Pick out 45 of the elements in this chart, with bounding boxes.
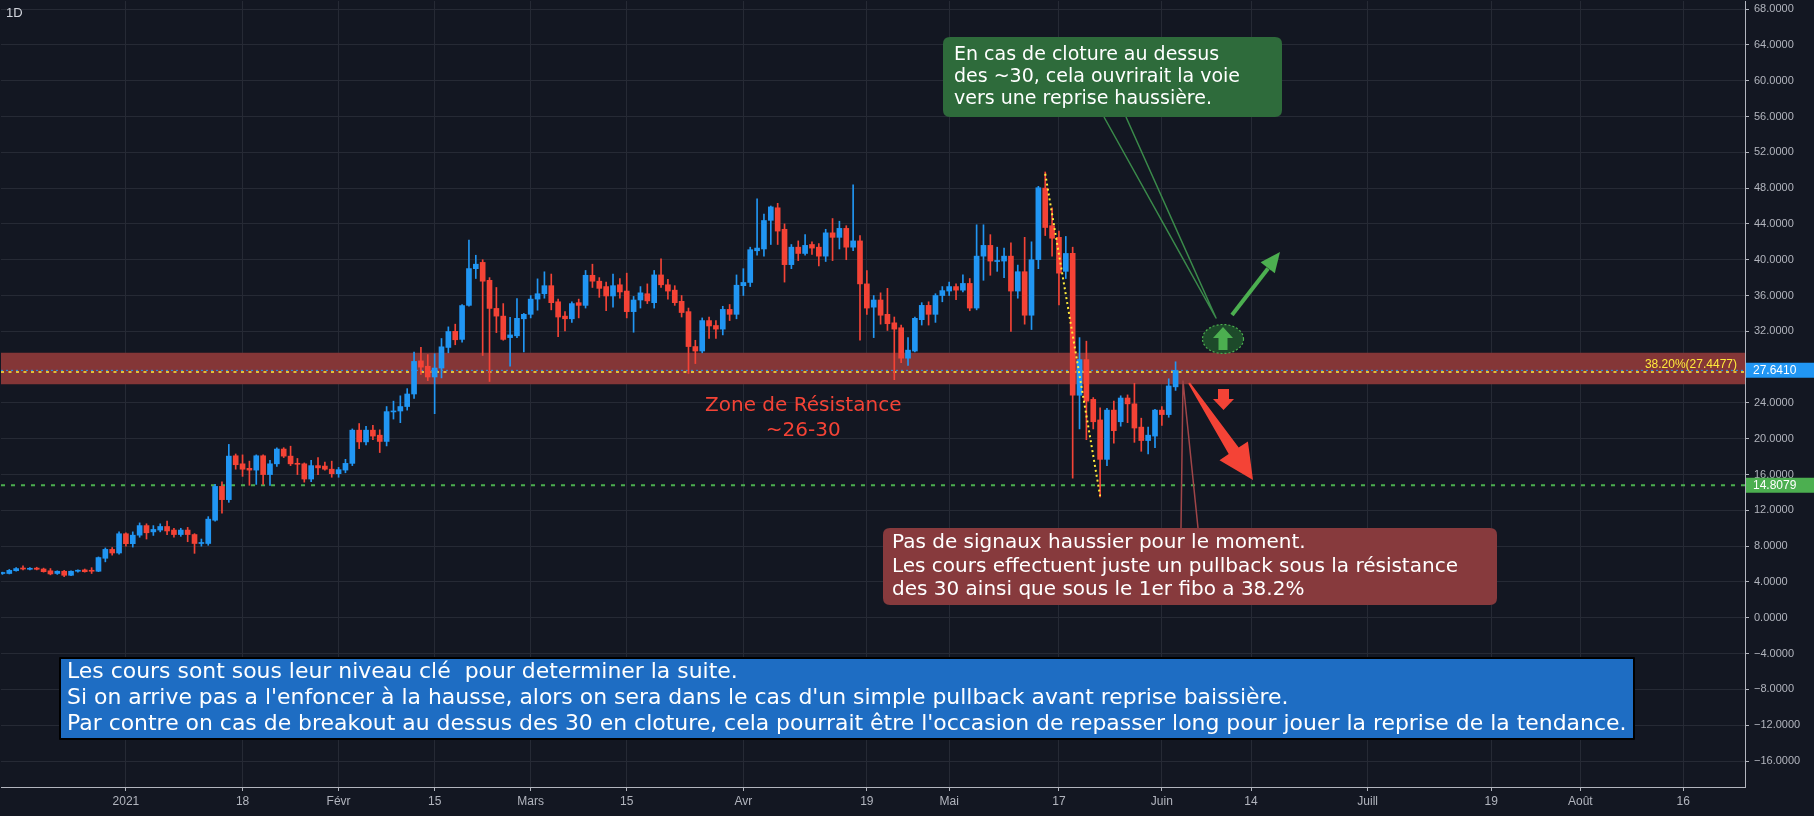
y-tick-label: −12.0000 [1754, 718, 1801, 731]
x-tick-label: 15 [427, 793, 442, 808]
y-tick-label: 56.0000 [1754, 109, 1794, 122]
x-tick-label: Avr [734, 793, 753, 808]
y-tick-label: 32.0000 [1754, 324, 1794, 337]
y-tick-label: −4.0000 [1754, 646, 1795, 659]
x-tick-label: Mars [517, 793, 545, 808]
x-tick-label: 19 [1484, 793, 1499, 808]
y-tick-label: 44.0000 [1754, 216, 1794, 229]
y-tick-label: 60.0000 [1754, 73, 1794, 86]
x-tick-label: 18 [235, 793, 250, 808]
y-tick-label: 20.0000 [1754, 431, 1794, 444]
ref-line-label: 38.20%(27.4477) [1644, 357, 1737, 372]
y-tick-label: 4.0000 [1754, 575, 1788, 588]
x-tick-label: Févr [326, 793, 351, 808]
y-tick-label: 12.0000 [1754, 503, 1794, 516]
y-tick-label: −16.0000 [1754, 754, 1801, 767]
ref-line-label: 14.8079 [1753, 478, 1797, 493]
y-tick-label: 40.0000 [1754, 252, 1794, 265]
ref-line-label: 27.6410 [1753, 363, 1797, 378]
x-tick-label: 19 [860, 793, 874, 808]
y-tick-label: 48.0000 [1754, 181, 1794, 194]
x-tick-label: 14 [1244, 793, 1259, 808]
x-tick-label: Juill [1357, 793, 1379, 808]
annotation: Pas de signaux haussier pour le moment. Les cours effectuent juste un pullback sous la résistance des 30 ainsi que sous le 1er fibo a 38.2% [892, 529, 1458, 601]
annotation: Les cours sont sous leur niveau clé pour determiner la suite. Si on arrive pas a l'enfoncer à la hausse, alors on sera dans le cas d'un simple pullback avant reprise baissière. Par contre on cas de breakout au dessus des 30 en cloture, cela pourrait être l'occasion de repasser long pour jouer la reprise de la tendance. [67, 658, 1627, 736]
y-tick-label: 8.0000 [1754, 539, 1788, 552]
y-tick-label: 0.0000 [1754, 610, 1788, 623]
x-tick-label: Août [1568, 793, 1594, 808]
x-tick-label: Mai [939, 793, 959, 808]
y-tick-label: 52.0000 [1754, 145, 1794, 158]
y-tick-label: 64.0000 [1754, 37, 1794, 50]
band-label: Zone de Résistance ~26-30 [705, 392, 902, 442]
x-tick-label: 2021 [112, 793, 140, 808]
x-tick-label: 16 [1676, 793, 1691, 808]
annotation: En cas de cloture au dessus des ~30, cela ouvrirait la voie vers une reprise haussière. [954, 41, 1240, 109]
y-tick-label: −8.0000 [1754, 682, 1795, 695]
x-tick-label: 17 [1052, 793, 1066, 808]
y-tick-label: 24.0000 [1754, 395, 1794, 408]
x-tick-label: 15 [620, 793, 634, 808]
y-tick-label: 16.0000 [1754, 467, 1794, 480]
y-tick-label: 68.0000 [1754, 2, 1794, 15]
y-tick-label: 36.0000 [1754, 288, 1794, 301]
x-tick-label: Juin [1150, 793, 1173, 808]
chart-title: 1D [6, 4, 23, 20]
